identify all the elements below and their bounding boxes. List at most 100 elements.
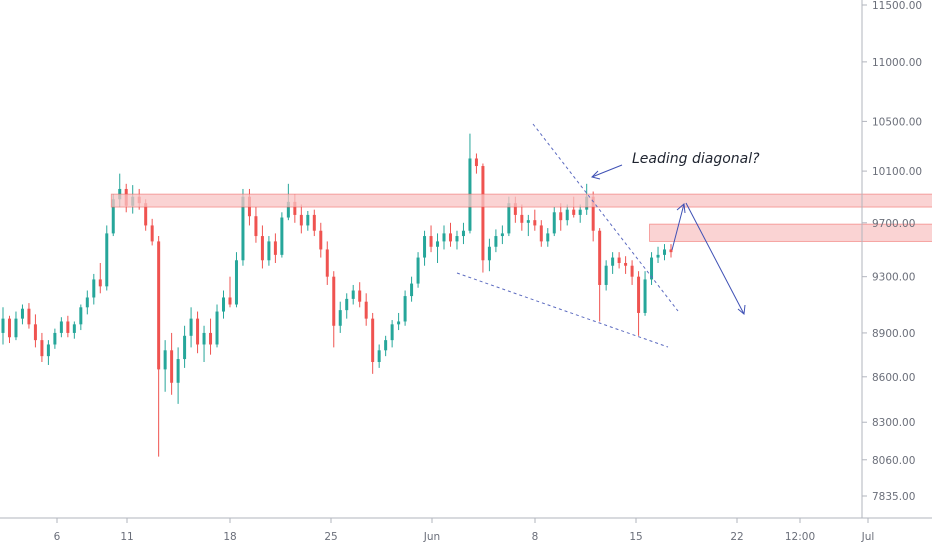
- candle-body: [325, 249, 329, 277]
- price-axis-ticks: 11500.00 11000.00 10500.00 10100.00 9700.00 9…: [862, 0, 922, 503]
- candle: [598, 228, 602, 322]
- candle-body: [384, 340, 388, 351]
- candle-body: [481, 166, 485, 261]
- projection-arrow-up: [671, 203, 685, 251]
- time-tick-label: Jun: [423, 531, 440, 543]
- projection-arrowhead-up: [676, 203, 686, 214]
- candle-body: [222, 297, 226, 312]
- candle: [663, 244, 667, 261]
- time-tick-label: 22: [730, 531, 743, 543]
- candle-body: [604, 265, 608, 285]
- candle-body: [663, 249, 667, 255]
- candle-body: [189, 318, 193, 336]
- candle: [46, 340, 50, 365]
- candle-body: [234, 260, 238, 305]
- candle-body: [539, 225, 543, 242]
- candle: [630, 260, 634, 285]
- candle: [461, 222, 465, 245]
- candle-body: [293, 201, 297, 215]
- candle: [364, 293, 368, 326]
- price-tick-label: 11000.00: [872, 57, 922, 69]
- time-tick-label: 18: [223, 531, 236, 543]
- candle-body: [286, 201, 290, 218]
- time-tick-label: 25: [324, 531, 337, 543]
- candle-body: [611, 257, 615, 266]
- candle: [92, 273, 96, 305]
- candle-body: [241, 196, 245, 261]
- candle-body: [448, 233, 452, 242]
- projection-arrow-down: [685, 202, 745, 315]
- candle-body: [416, 257, 420, 284]
- projection-arrowhead-down: [737, 304, 746, 315]
- candle-body: [46, 344, 50, 357]
- candle: [423, 230, 427, 266]
- candle: [539, 220, 543, 247]
- resistance-zone: Resistance #2: [110, 193, 932, 208]
- price-tick-label: 9700.00: [872, 218, 915, 230]
- candle: [442, 225, 446, 250]
- candle-body: [345, 298, 349, 311]
- candle: [578, 204, 582, 223]
- candle-body: [53, 332, 57, 345]
- candle: [312, 209, 316, 237]
- candle-body: [617, 257, 621, 263]
- candle-body: [669, 249, 673, 253]
- candle-body: [92, 279, 96, 298]
- candle-body: [494, 236, 498, 247]
- candle-body: [98, 279, 102, 287]
- candle-body: [7, 318, 11, 338]
- candle-body: [552, 212, 556, 234]
- price-tick-label: 10100.00: [872, 166, 922, 178]
- candle-body: [306, 214, 310, 226]
- candle-body: [215, 311, 219, 345]
- candle: [410, 276, 414, 302]
- candle: [260, 225, 264, 269]
- candle: [429, 225, 433, 253]
- candle-body: [526, 220, 530, 223]
- candle: [33, 314, 37, 348]
- price-tick-label: 9300.00: [872, 272, 915, 284]
- annotations-layer: Leading diagonal?: [456, 123, 760, 348]
- candle-body: [624, 262, 628, 266]
- candle: [546, 228, 550, 247]
- diagonal-lower-trendline: [456, 272, 669, 348]
- candle-body: [390, 324, 394, 341]
- zones-layer: Resistance #2 Resistance #1: [110, 193, 932, 242]
- candle: [474, 153, 478, 174]
- candle: [273, 233, 277, 263]
- candle-body: [474, 158, 478, 167]
- candle-body: [397, 321, 401, 325]
- candle-body: [105, 233, 109, 287]
- candle-body: [33, 324, 37, 341]
- candle: [371, 312, 375, 374]
- callout-arrow: [591, 164, 623, 178]
- price-tick-label: 8600.00: [872, 372, 915, 384]
- time-tick-label: 12:00: [785, 531, 815, 543]
- candle-body: [1, 318, 5, 333]
- candle-body: [578, 209, 582, 215]
- candle-body: [630, 265, 634, 277]
- candle: [643, 271, 647, 316]
- candle-body: [150, 225, 154, 242]
- candle-body: [66, 321, 70, 333]
- candle: [150, 218, 154, 246]
- candle-body: [338, 310, 342, 326]
- candle: [487, 238, 491, 272]
- candle-body: [436, 241, 440, 247]
- candle: [338, 301, 342, 333]
- candle: [170, 332, 174, 395]
- candle-body: [196, 318, 200, 345]
- candle: [72, 321, 76, 339]
- candle-body: [410, 283, 414, 297]
- candle: [624, 256, 628, 274]
- candle-body: [358, 290, 362, 302]
- candle: [176, 347, 180, 404]
- price-tick-label: 8300.00: [872, 417, 915, 429]
- candle-body: [565, 209, 569, 221]
- candle-body: [364, 301, 368, 319]
- candle: [481, 163, 485, 273]
- candle-body: [546, 233, 550, 242]
- candle-body: [27, 308, 31, 325]
- candle-body: [59, 321, 63, 333]
